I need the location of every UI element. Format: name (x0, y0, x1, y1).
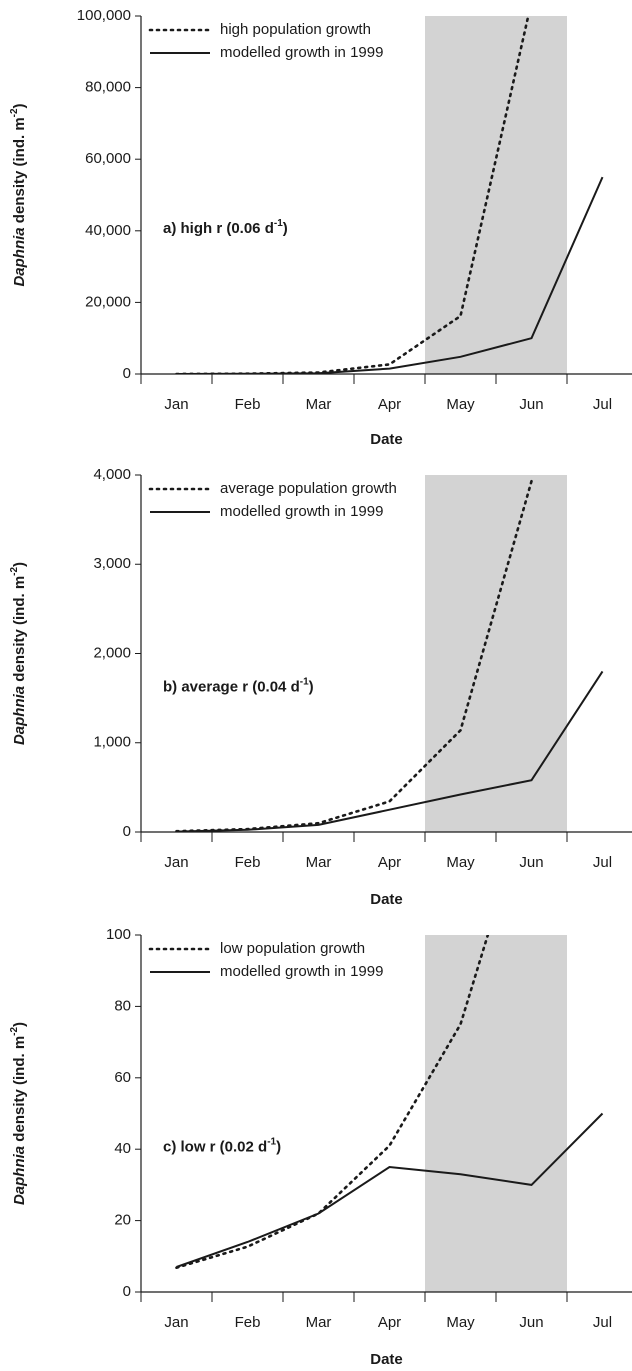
y-axis-title: Daphnia density (ind. m-2) (9, 103, 28, 286)
annotation-part: ) (309, 678, 314, 695)
annotation-part: ) (283, 220, 288, 237)
y-axis-title-part: density (ind. m (11, 117, 28, 227)
shaded-period (425, 16, 567, 374)
y-tick-label: 0 (123, 1283, 131, 1300)
y-axis-title-part: Daphnia (11, 1146, 28, 1205)
legend-label: high population growth (220, 21, 371, 38)
y-tick-label: 100 (106, 926, 131, 943)
y-axis-title-part: -2 (9, 567, 20, 576)
y-axis-title: Daphnia density (ind. m-2) (9, 562, 28, 745)
annotation-part: -1 (267, 1136, 276, 1147)
y-tick-label: 3,000 (93, 555, 131, 572)
y-axis-title: Daphnia density (ind. m-2) (9, 1022, 28, 1205)
x-tick-label: Jun (519, 396, 543, 413)
series-line (176, 1112, 604, 1268)
x-tick-label: Jun (519, 1314, 543, 1331)
panel: 0 20,000 40,000 60,000 80,000 100,000 Jan Feb Ma… (9, 7, 632, 448)
x-tick-label: Jul (593, 396, 612, 413)
x-tick-label: Apr (378, 396, 401, 413)
y-tick-label: 2,000 (93, 644, 131, 661)
y-tick-label: 0 (123, 823, 131, 840)
annotation-part: -1 (274, 218, 283, 229)
y-tick-label: 20 (114, 1212, 131, 1229)
annotation: a) high r (0.06 d-1) (163, 218, 288, 237)
x-tick-label: Mar (306, 396, 332, 413)
y-axis-title-part: ) (11, 1022, 28, 1027)
x-tick-label: Mar (306, 854, 332, 871)
x-tick-label: Jan (164, 1314, 188, 1331)
y-tick-label: 40 (114, 1140, 131, 1157)
x-tick-label: Feb (235, 1314, 261, 1331)
x-tick-label: May (446, 396, 475, 413)
y-tick-label: 4,000 (93, 466, 131, 483)
x-axis-title: Date (370, 891, 403, 908)
legend-label: modelled growth in 1999 (220, 44, 383, 61)
x-tick-label: Feb (235, 854, 261, 871)
y-tick-label: 1,000 (93, 734, 131, 751)
y-tick-label: 60 (114, 1069, 131, 1086)
y-tick-label: 80 (114, 997, 131, 1014)
annotation-part: -1 (300, 676, 309, 687)
y-axis-title-part: density (ind. m (11, 576, 28, 686)
annotation-part: a) high r (0.06 d (163, 220, 274, 237)
x-tick-label: Mar (306, 1314, 332, 1331)
y-axis-title-part: Daphnia (11, 227, 28, 286)
x-tick-label: Jan (164, 854, 188, 871)
y-axis-title-part: density (ind. m (11, 1036, 28, 1146)
panel: 0 1,000 2,000 3,000 4,000 Jan Feb Mar Apr May Jun J… (9, 466, 632, 908)
y-tick-label: 20,000 (85, 293, 131, 310)
y-axis-title-part: ) (11, 103, 28, 108)
y-axis-title-part: -2 (9, 1027, 20, 1036)
x-tick-label: Jun (519, 854, 543, 871)
annotation-part: b) average r (0.04 d (163, 678, 300, 695)
x-tick-label: Apr (378, 1314, 401, 1331)
annotation-part: ) (276, 1138, 281, 1155)
x-tick-label: May (446, 854, 475, 871)
annotation: b) average r (0.04 d-1) (163, 676, 314, 695)
x-tick-label: Jul (593, 1314, 612, 1331)
shaded-period (425, 475, 567, 832)
series-line (176, 176, 604, 374)
x-axis-title: Date (370, 1351, 403, 1368)
x-tick-label: Apr (378, 854, 401, 871)
legend-label: average population growth (220, 480, 397, 497)
y-axis-title-part: -2 (9, 108, 20, 117)
x-tick-label: Feb (235, 396, 261, 413)
y-tick-label: 0 (123, 365, 131, 382)
annotation-part: c) low r (0.02 d (163, 1138, 267, 1155)
series-line (176, 670, 604, 832)
x-tick-label: Jul (593, 854, 612, 871)
y-tick-label: 40,000 (85, 222, 131, 239)
y-axis-title-part: ) (11, 562, 28, 567)
y-tick-label: 80,000 (85, 79, 131, 96)
x-tick-label: Jan (164, 396, 188, 413)
annotation: c) low r (0.02 d-1) (163, 1136, 281, 1155)
x-axis-title: Date (370, 431, 403, 448)
legend-label: low population growth (220, 940, 365, 957)
panel: 0 20 40 60 80 100 Jan Feb Mar Apr May Jun Jul Date Dap… (9, 926, 632, 1368)
y-tick-label: 60,000 (85, 150, 131, 167)
shaded-period (425, 935, 567, 1292)
legend-label: modelled growth in 1999 (220, 503, 383, 520)
x-tick-label: May (446, 1314, 475, 1331)
y-axis-title-part: Daphnia (11, 686, 28, 745)
y-tick-label: 100,000 (77, 7, 131, 24)
legend-label: modelled growth in 1999 (220, 963, 383, 980)
series-line (175, 935, 490, 1269)
